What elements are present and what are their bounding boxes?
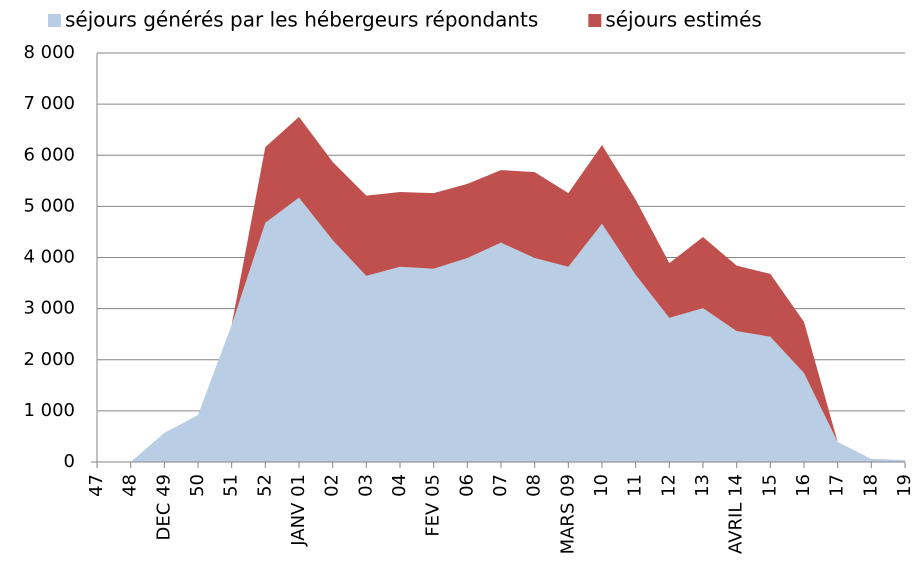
x-tick-label: 51: [221, 474, 242, 497]
x-tick-label: MARS 09: [557, 474, 578, 554]
x-tick-label: JANV 01: [288, 474, 309, 547]
x-tick-label: 19: [894, 474, 914, 497]
legend-swatch: [48, 14, 61, 27]
y-tick-label: 5 000: [23, 195, 75, 216]
y-tick-label: 2 000: [23, 349, 75, 370]
x-tick-label: 04: [389, 474, 410, 497]
legend-swatch: [588, 14, 602, 27]
x-tick-label: 02: [322, 474, 343, 497]
x-tick-label: 08: [524, 474, 545, 497]
x-tick-label: 13: [692, 474, 713, 497]
x-tick-label: 52: [254, 474, 275, 497]
area: [130, 197, 905, 462]
x-tick-label: 10: [591, 474, 612, 497]
x-tick-label: 15: [759, 474, 780, 497]
area: [130, 116, 905, 462]
y-tick-label: 6 000: [23, 144, 75, 165]
legend-label: séjours estimés: [605, 8, 762, 32]
y-tick-label: 7 000: [23, 93, 75, 114]
x-tick-label: 11: [625, 474, 646, 497]
x-tick-label: FEV 05: [423, 474, 444, 537]
x-tick-label: 06: [456, 474, 477, 497]
x-tick-label: 07: [490, 474, 511, 497]
x-tick-label: 16: [793, 474, 814, 497]
x-tick-label: 48: [120, 474, 141, 497]
x-tick-label: 12: [658, 474, 679, 497]
y-tick-label: 1 000: [23, 400, 75, 421]
x-tick-label: AVRIL 14: [726, 474, 747, 554]
y-tick-label: 4 000: [23, 247, 75, 268]
x-tick-label: DEC 49: [153, 474, 174, 540]
x-tick-label: 17: [827, 474, 848, 497]
x-tick-label: 18: [860, 474, 881, 497]
y-tick-label: 0: [64, 451, 75, 472]
y-tick-label: 3 000: [23, 298, 75, 319]
x-tick-label: 50: [187, 474, 208, 497]
x-tick-label: 03: [355, 474, 376, 497]
x-tick-label: 47: [86, 474, 107, 497]
legend-label: séjours générés par les hébergeurs répon…: [65, 8, 538, 32]
y-tick-label: 8 000: [23, 42, 75, 63]
